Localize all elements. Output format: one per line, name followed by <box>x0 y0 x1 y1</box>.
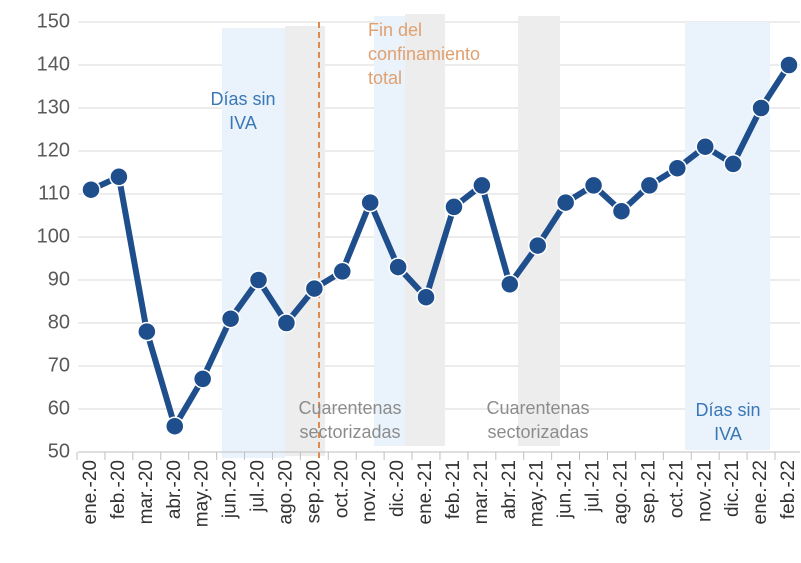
y-tick-label: 120 <box>37 139 70 161</box>
x-tick-label: jun.-21 <box>555 460 576 519</box>
x-tick-label: ene.-22 <box>750 460 771 524</box>
x-tick-label: feb.-20 <box>108 460 129 519</box>
shade <box>374 16 405 446</box>
x-tick-label: may.-21 <box>527 460 548 527</box>
x-tick-label: abr.-21 <box>499 460 520 519</box>
point <box>639 175 660 196</box>
x-tick-label: nov.-21 <box>694 460 715 522</box>
point <box>723 154 743 174</box>
point <box>81 179 101 200</box>
point <box>137 321 157 342</box>
point <box>332 261 353 282</box>
annotation: Días sin <box>695 400 760 420</box>
x-tick-label: nov.-20 <box>359 460 380 522</box>
x-tick-label: ene.-21 <box>415 460 436 524</box>
x-tick-label: jul.-20 <box>248 460 269 513</box>
annotation: Días sin <box>210 89 275 109</box>
y-tick-label: 140 <box>37 53 70 75</box>
point <box>360 192 380 213</box>
x-tick-label: jun.-20 <box>220 460 241 519</box>
point <box>695 136 715 157</box>
x-tick-label: ago.-20 <box>275 460 296 524</box>
annotation: Cuarentenas <box>486 398 589 418</box>
shade <box>685 22 770 450</box>
point <box>248 270 269 290</box>
x-tick-label: dic.-21 <box>722 460 743 517</box>
point <box>220 308 241 329</box>
y-tick-label: 80 <box>48 311 70 333</box>
point <box>444 197 464 217</box>
x-tick-label: mar.-20 <box>136 460 157 524</box>
annotation: IVA <box>229 113 257 133</box>
point <box>304 278 325 299</box>
y-tick-label: 150 <box>37 10 70 32</box>
point <box>751 98 771 118</box>
point <box>109 167 129 187</box>
point <box>555 192 576 213</box>
point <box>611 201 632 221</box>
shade <box>518 16 560 446</box>
shade <box>405 14 445 446</box>
y-tick-label: 110 <box>38 182 70 204</box>
point <box>165 416 185 436</box>
point <box>779 55 799 75</box>
annotation: confinamiento <box>368 44 480 64</box>
annotation: Cuarentenas <box>298 398 401 418</box>
point <box>583 175 604 196</box>
shade <box>285 26 325 456</box>
point <box>500 274 520 295</box>
y-tick-label: 50 <box>48 440 70 462</box>
x-tick-label: oct.-20 <box>331 460 352 518</box>
annotation: sectorizadas <box>487 422 588 442</box>
x-tick-label: may.-20 <box>192 460 213 527</box>
annotation: sectorizadas <box>299 422 400 442</box>
point <box>276 313 297 333</box>
x-tick-label: sep.-20 <box>303 460 324 523</box>
point <box>388 257 408 277</box>
point <box>416 287 436 307</box>
point <box>472 175 492 196</box>
x-tick-label: dic.-20 <box>387 460 408 517</box>
shade <box>222 28 285 458</box>
x-tick-label: abr.-20 <box>164 460 185 519</box>
x-tick-label: oct.-21 <box>666 460 687 518</box>
annotation: IVA <box>714 424 742 444</box>
x-tick-label: feb.-21 <box>443 460 464 519</box>
shaded-periods <box>222 14 770 458</box>
x-tick-label: ago.-21 <box>610 460 631 524</box>
annotation: total <box>368 68 402 88</box>
y-tick-label: 100 <box>37 225 70 247</box>
x-tick-label: ene.-20 <box>80 460 101 524</box>
x-tick-label: feb.-22 <box>778 460 799 519</box>
y-tick-label: 90 <box>48 268 70 290</box>
x-tick-label: sep.-21 <box>638 460 659 523</box>
point <box>527 235 548 256</box>
y-tick-label: 130 <box>37 96 70 118</box>
y-tick-label: 70 <box>48 354 70 376</box>
x-tick-label: jul.-21 <box>583 460 604 513</box>
y-tick-label: 60 <box>48 397 70 419</box>
x-tick-label: mar.-21 <box>471 460 492 524</box>
annotation: Fin del <box>368 20 422 40</box>
point <box>667 158 688 178</box>
point <box>192 369 213 389</box>
